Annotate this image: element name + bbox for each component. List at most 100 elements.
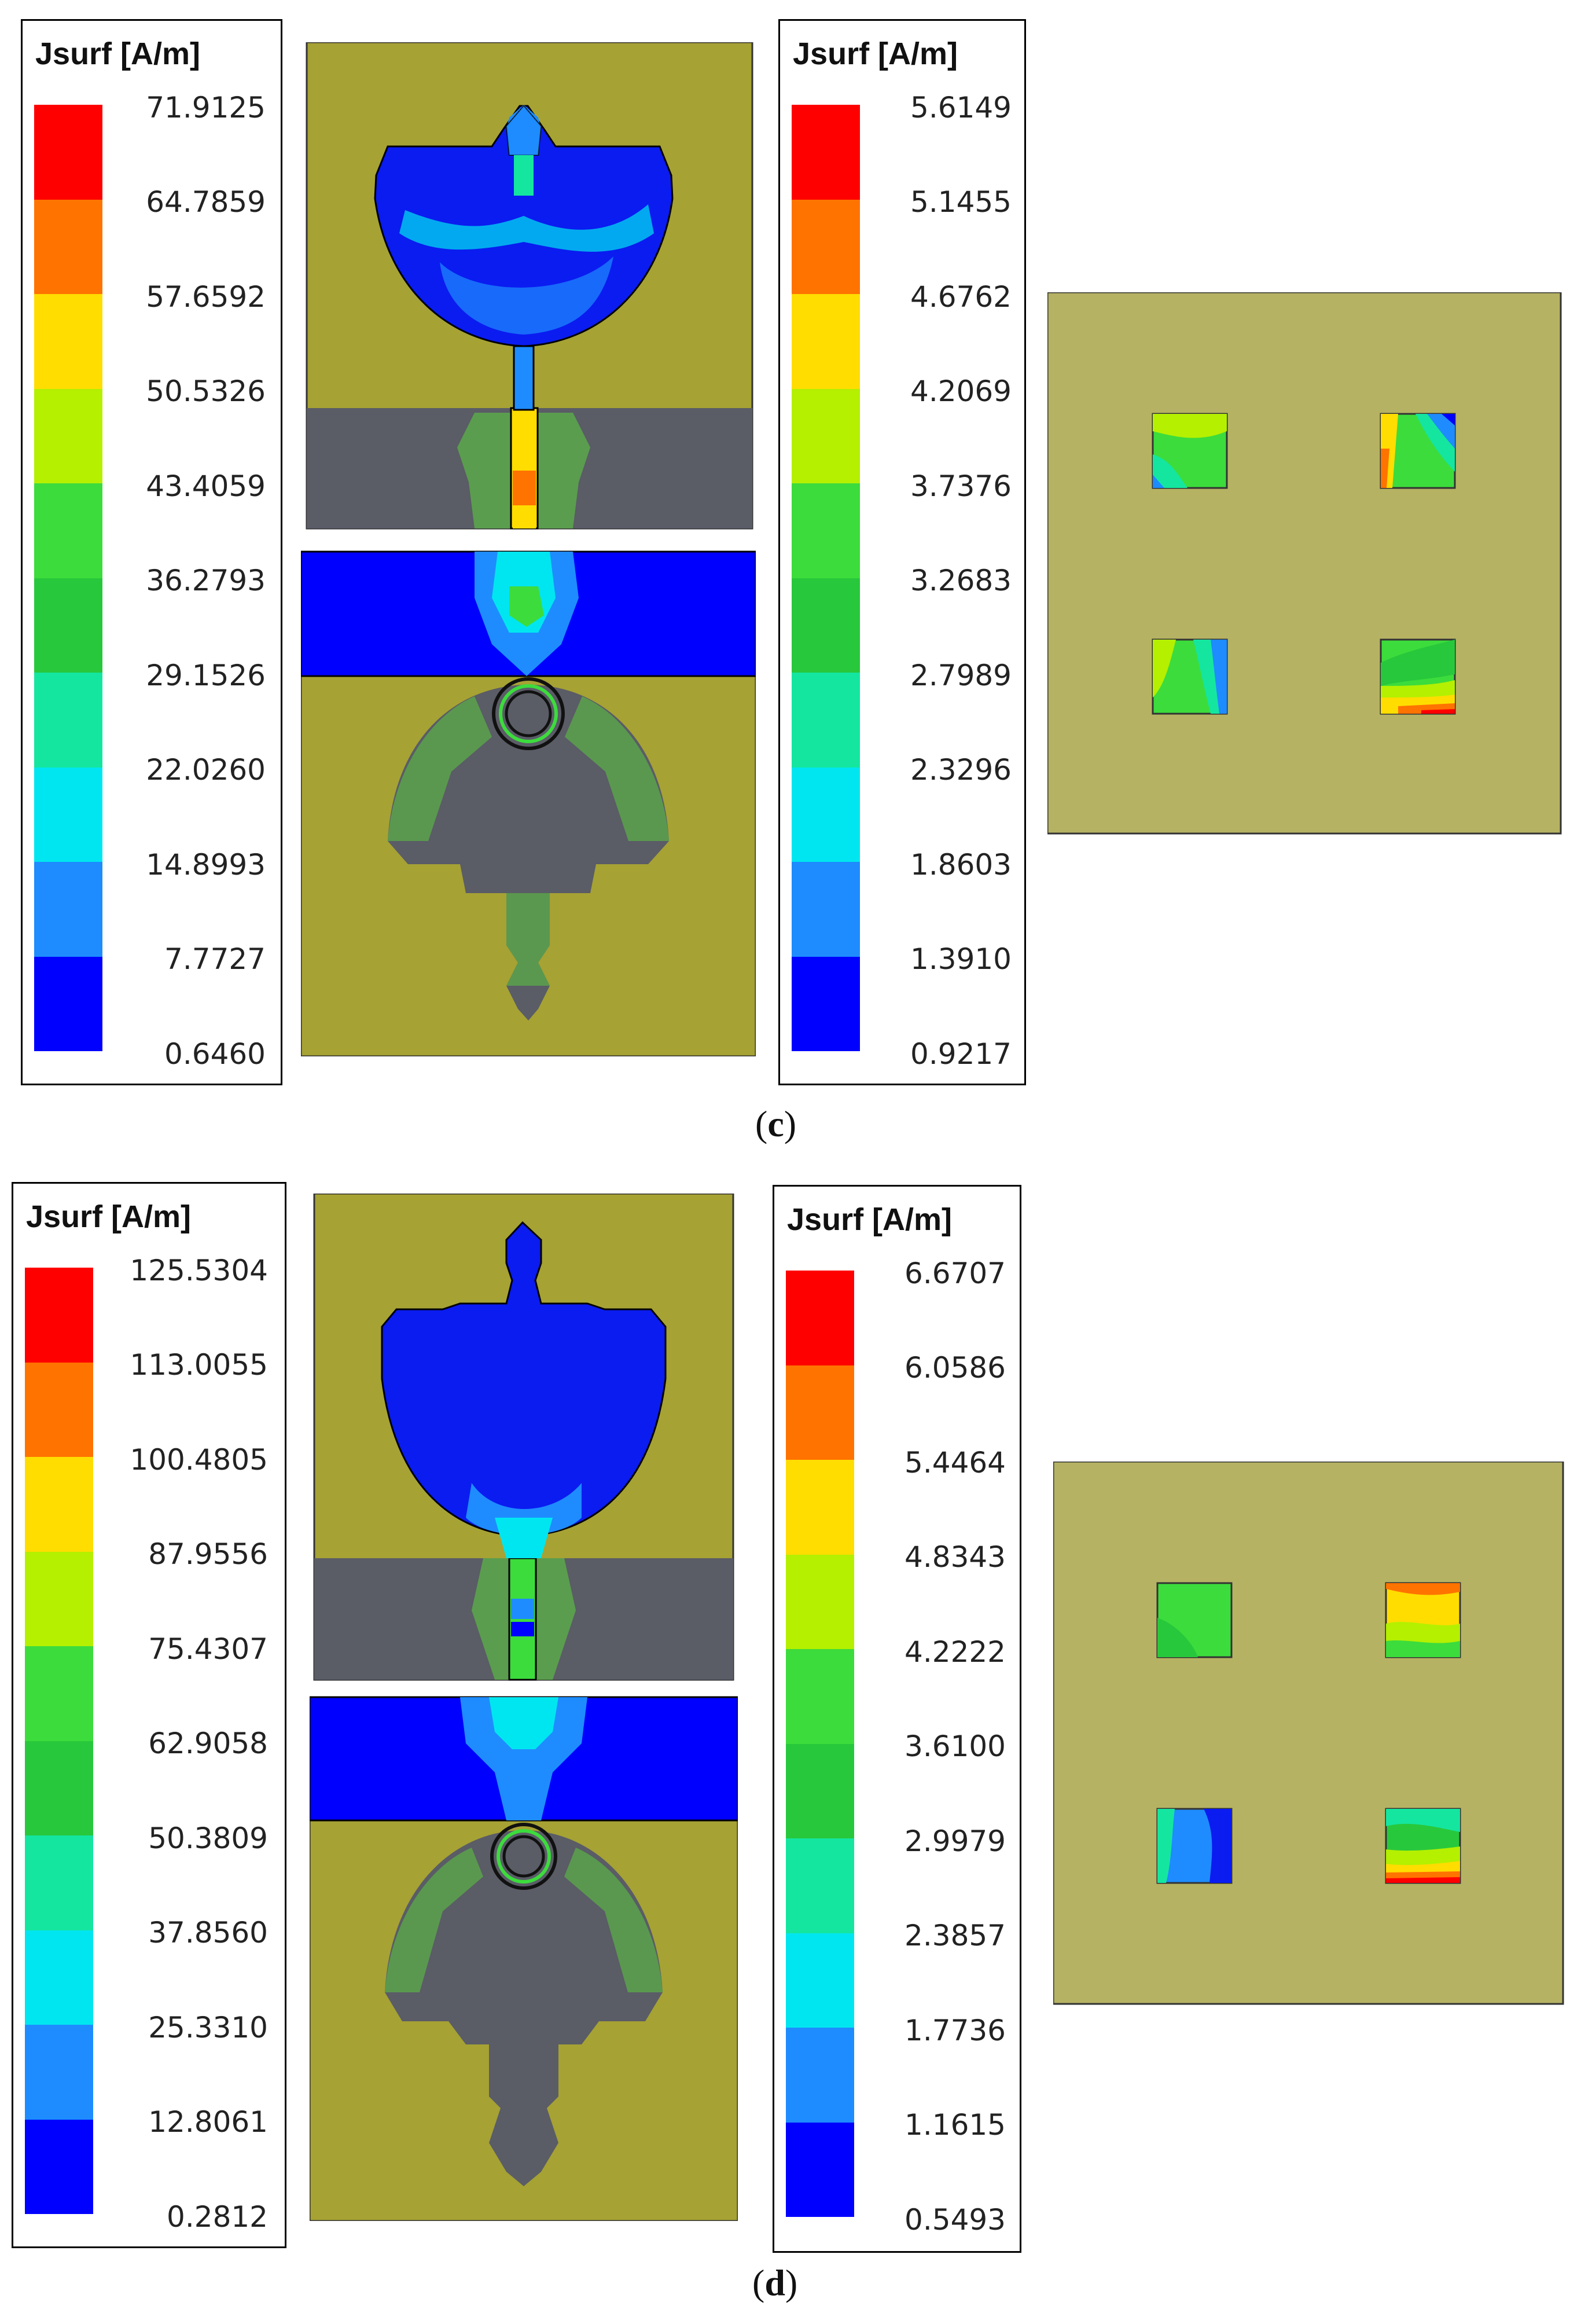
tick-label: 2.7989: [910, 659, 1012, 692]
panel-c: Jsurf [A/m] 71.9125 64.7859 57.6592 50.5…: [21, 19, 1562, 1144]
band-blue-center: [460, 1697, 587, 1820]
tick-label: 43.4059: [146, 469, 266, 503]
tick-label: 4.2069: [910, 375, 1012, 408]
tick-label: 12.8061: [148, 2105, 268, 2139]
tick-label: 37.8560: [148, 1916, 268, 1949]
tick-label: 2.3857: [905, 1919, 1006, 1952]
color-band: [792, 388, 860, 483]
color-band: [25, 1362, 93, 1457]
color-band: [786, 1554, 854, 1649]
metasurface-mirror-view: [1047, 292, 1562, 835]
tick-label: 2.9979: [905, 1824, 1006, 1858]
caption-letter: c: [767, 1103, 784, 1144]
tick-label: 0.2812: [167, 2200, 268, 2234]
via-ring-inner: [502, 1835, 545, 1878]
color-band: [786, 1460, 854, 1555]
color-band: [792, 199, 860, 294]
colorbar: [25, 1268, 93, 2214]
feed-hot: [513, 471, 536, 505]
caption-letter: d: [764, 2262, 785, 2303]
color-band: [25, 1835, 93, 1930]
panel-caption: (c): [755, 1103, 797, 1144]
color-band: [786, 1649, 854, 1744]
tick-label: 5.4464: [905, 1446, 1006, 1479]
color-band: [786, 2122, 854, 2217]
tick-label: 22.0260: [146, 753, 266, 787]
tick-label: 5.1455: [910, 185, 1012, 219]
color-band: [34, 483, 102, 578]
patch-cyan-base: [466, 1483, 582, 1535]
tick-label: 50.3809: [148, 1822, 268, 1855]
color-band: [25, 1930, 93, 2025]
color-band: [34, 767, 102, 862]
colorbar-legend-main: Jsurf [A/m] 71.9125 64.7859 57.6592 50.5…: [21, 19, 282, 1085]
color-band: [792, 294, 860, 389]
feed-hot-2: [513, 505, 536, 528]
via-ring-outer: [490, 1823, 557, 1890]
color-band: [792, 862, 860, 957]
tick-label: 113.0055: [130, 1348, 268, 1382]
tick-label: 4.6762: [910, 280, 1012, 314]
tick-label: 6.0586: [905, 1351, 1006, 1385]
tick-label: 71.9125: [146, 91, 266, 124]
color-band: [34, 388, 102, 483]
tick-label: 125.5304: [130, 1254, 268, 1287]
ground-semicircle: [388, 685, 669, 1020]
ground-green-edges: [385, 1848, 663, 1992]
via-ring-inner: [505, 690, 552, 737]
unit-cell-top-right: [1385, 1582, 1461, 1658]
tick-label: 36.2793: [146, 564, 266, 597]
color-band: [34, 294, 102, 389]
tick-label: 3.6100: [905, 1730, 1006, 1763]
feed-dark-blue: [511, 1622, 534, 1636]
color-band: [792, 578, 860, 673]
tick-label: 0.5493: [905, 2203, 1006, 2237]
colorbar: [792, 105, 860, 1051]
color-band: [786, 2028, 854, 2123]
metasurface-mirror-view: [1053, 1462, 1564, 2005]
antenna-current-view: [301, 42, 756, 1056]
legend-title: Jsurf [A/m]: [35, 36, 201, 71]
tick-label: 4.8343: [905, 1540, 1006, 1574]
color-band: [786, 1365, 854, 1460]
tick-label: 3.7376: [910, 469, 1012, 503]
unit-cell-bottom-right: [1385, 1808, 1461, 1884]
ground-semicircle: [385, 1830, 663, 2186]
band-green-core: [509, 586, 544, 627]
band-cyan-inner: [489, 1697, 558, 1749]
tick-label: 3.2683: [910, 564, 1012, 597]
unit-cell-bottom-left: [1156, 1808, 1233, 1884]
stem: [513, 345, 535, 411]
patch-tip: [506, 106, 541, 155]
color-band: [25, 1457, 93, 1552]
patch-blue-mid: [440, 256, 613, 335]
color-band: [792, 956, 860, 1051]
tick-label: 57.6592: [146, 280, 266, 314]
unit-cell-bottom-right: [1380, 638, 1456, 715]
tick-label: 1.7736: [905, 2014, 1006, 2047]
patch-cyan-band: [399, 204, 654, 252]
color-band: [34, 199, 102, 294]
color-band: [34, 956, 102, 1051]
color-band: [786, 1933, 854, 2028]
panel-d: Jsurf [A/m] 125.5304 113.0055 100.4805 8…: [0, 1162, 1581, 2323]
color-band: [792, 767, 860, 862]
neck-current: [514, 155, 534, 196]
unit-cell-top-left: [1152, 413, 1228, 489]
unit-cell-bottom-left: [1152, 638, 1228, 715]
tick-label: 29.1526: [146, 659, 266, 692]
colorbar-legend-mirror: Jsurf [A/m] 6.6707 6.0586 5.4464 4.8343 …: [773, 1185, 1021, 2253]
via-ring-outer: [492, 677, 565, 750]
tick-label: 1.3910: [910, 942, 1012, 976]
legend-title: Jsurf [A/m]: [26, 1199, 192, 1234]
color-band: [786, 1743, 854, 1838]
tick-label: 6.6707: [905, 1257, 1006, 1290]
tick-label: 0.6460: [164, 1037, 266, 1071]
colorbar-legend-main: Jsurf [A/m] 125.5304 113.0055 100.4805 8…: [12, 1182, 286, 2248]
via-ring-mid: [497, 1829, 551, 1884]
patch-cyan-neck: [495, 1518, 553, 1558]
color-band: [25, 1741, 93, 1835]
unit-cell-top-left: [1156, 1582, 1233, 1658]
color-band: [34, 105, 102, 200]
color-band: [786, 1838, 854, 1933]
